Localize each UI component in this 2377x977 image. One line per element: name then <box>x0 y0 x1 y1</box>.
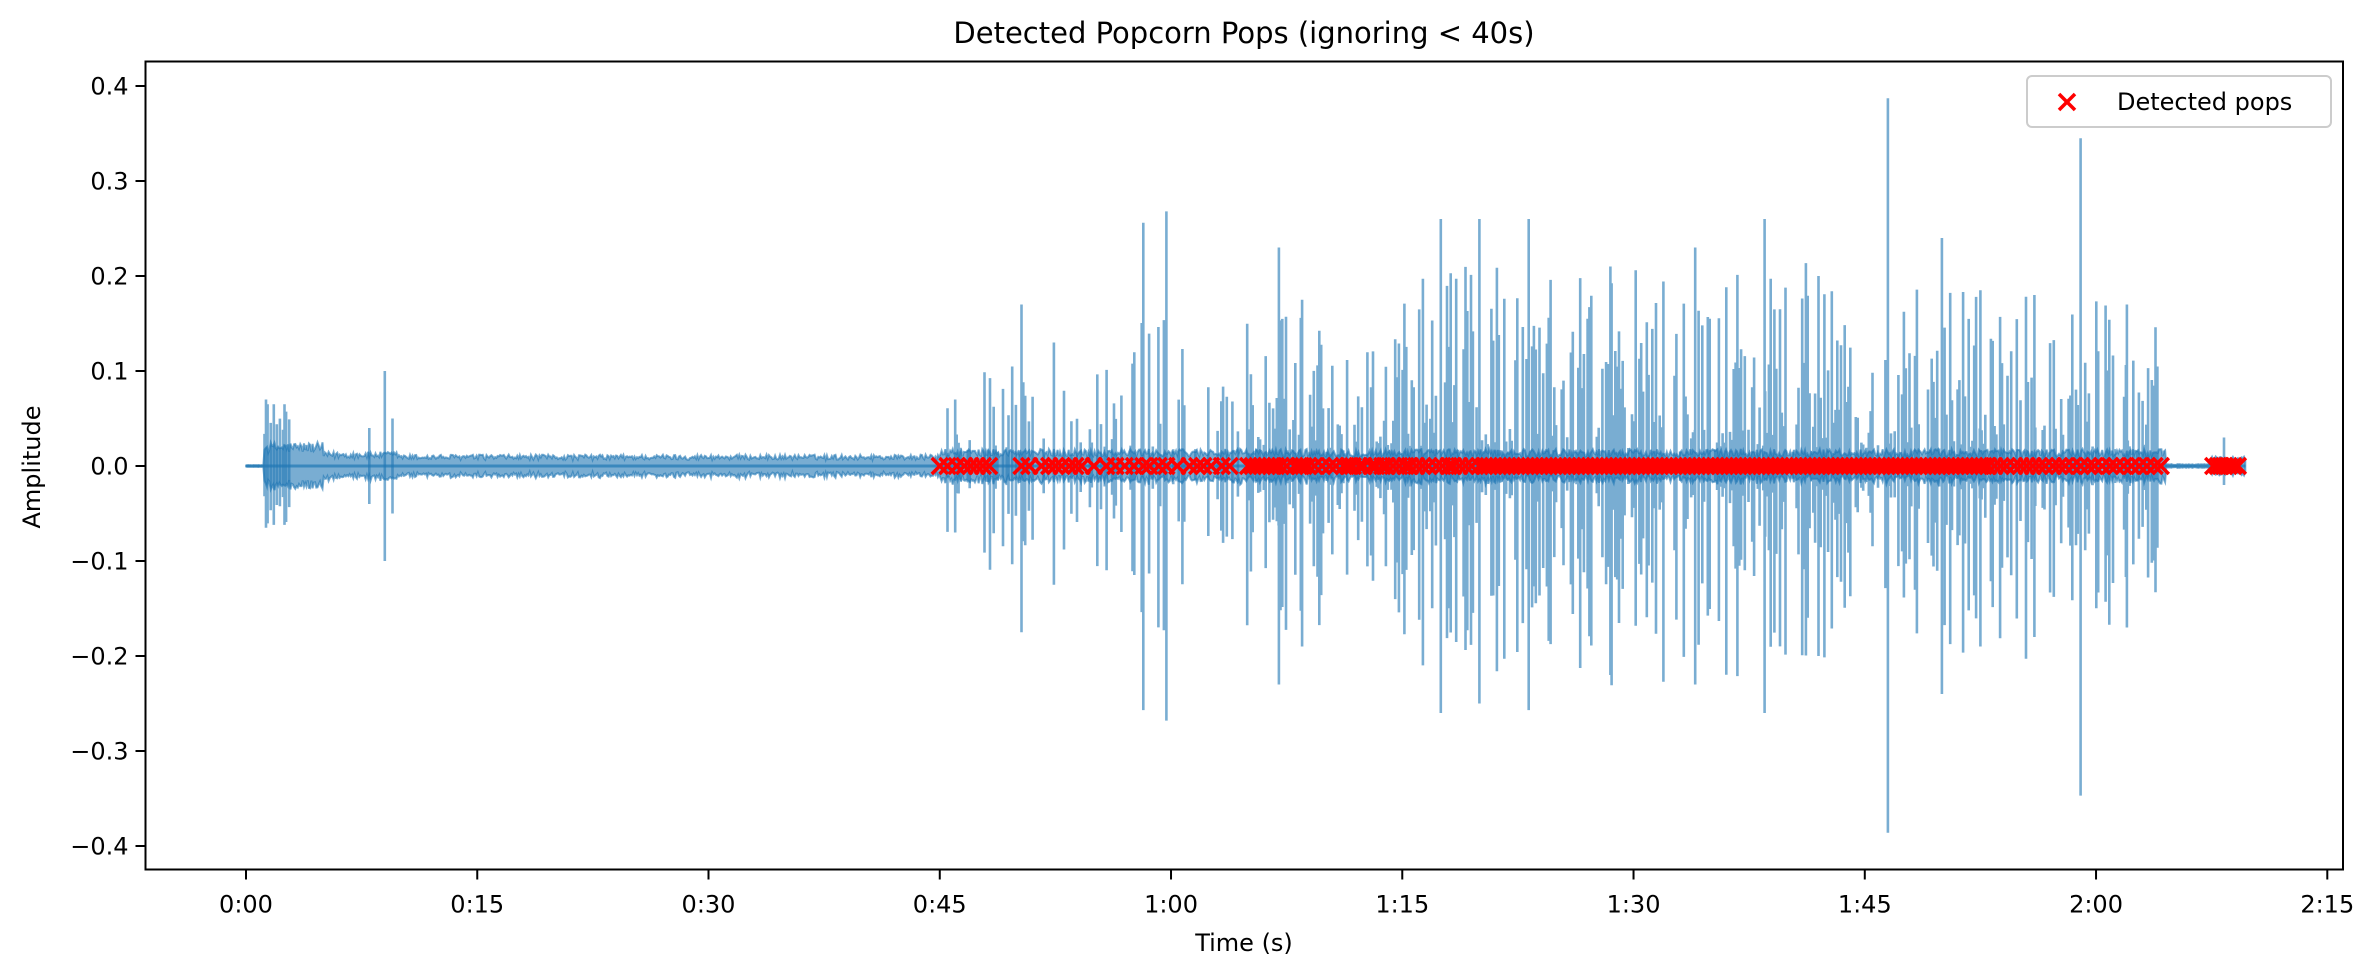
y-tick-label: 0.2 <box>90 263 128 291</box>
pop-marker-x-icon <box>2055 456 2075 476</box>
x-tick-label: 1:00 <box>1144 891 1198 919</box>
y-axis-ticks: 0.4 0.3 0.2 0.1 0.0 −0.1 −0.2 −0.3 −0.4 <box>70 73 146 861</box>
pop-marker-x-icon <box>1419 456 1438 476</box>
legend-box <box>2026 75 2332 128</box>
pop-marker-x-icon <box>1012 456 1031 476</box>
pop-marker-x-icon <box>1298 456 1318 476</box>
chart-title: Detected Popcorn Pops (ignoring < 40s) <box>953 16 1534 50</box>
pop-marker-x-icon <box>2145 456 2164 476</box>
y-tick-label: −0.3 <box>70 738 128 766</box>
pop-marker-x-icon <box>2071 456 2090 476</box>
detected-pops-series <box>930 456 2248 476</box>
pop-marker-x-icon <box>2137 456 2157 476</box>
pop-marker-x-icon <box>2029 456 2049 476</box>
pop-marker-x-icon <box>2151 456 2171 476</box>
pop-marker-x-icon <box>1066 456 1085 476</box>
pop-marker-x-icon <box>2228 456 2248 476</box>
pop-marker-x-icon <box>2106 456 2126 476</box>
pop-marker-x-icon <box>1052 456 1071 476</box>
pop-marker-x-icon <box>1271 456 1290 476</box>
pop-marker-x-icon <box>2129 456 2149 476</box>
y-tick-label: −0.2 <box>70 643 128 671</box>
x-tick-label: 0:00 <box>219 891 273 919</box>
pop-marker-x-icon <box>2122 456 2141 476</box>
x-tick-label: 2:00 <box>2069 891 2123 919</box>
x-axis-ticks: 0:00 0:15 0:30 0:45 1:00 1:15 1:30 1:45 2:00 2:15 <box>219 869 2354 919</box>
y-tick-label: −0.4 <box>70 833 128 861</box>
pop-marker-x-icon <box>1032 456 1051 476</box>
y-axis-label: Amplitude <box>18 406 46 529</box>
pop-marker-x-icon <box>2079 456 2098 476</box>
x-tick-label: 0:15 <box>450 891 504 919</box>
x-tick-label: 1:45 <box>1838 891 1892 919</box>
y-tick-label: 0.0 <box>90 453 128 481</box>
x-tick-label: 1:15 <box>1375 891 1429 919</box>
y-tick-label: 0.1 <box>90 358 128 386</box>
y-tick-label: 0.4 <box>90 73 128 101</box>
pop-marker-x-icon <box>1997 456 2016 476</box>
pop-marker-x-icon <box>1220 456 1239 476</box>
plot-area <box>245 98 2248 833</box>
pop-marker-x-icon <box>1456 456 1475 476</box>
x-tick-label: 1:30 <box>1607 891 1661 919</box>
legend: Detected pops <box>2026 75 2332 128</box>
pop-marker-x-icon <box>2224 456 2243 476</box>
pop-marker-x-icon <box>1194 456 1213 476</box>
x-tick-label: 2:15 <box>2300 891 2354 919</box>
pop-marker-x-icon <box>1180 456 1199 476</box>
x-tick-label: 0:45 <box>913 891 967 919</box>
x-marker-icon <box>2057 92 2077 112</box>
pop-marker-x-icon <box>930 456 950 476</box>
x-axis-label: Time (s) <box>1194 929 1293 957</box>
pop-marker-x-icon <box>1134 456 1153 476</box>
legend-label: Detected pops <box>2117 88 2292 116</box>
pop-marker-x-icon <box>1305 456 1324 476</box>
pop-marker-x-icon <box>2035 456 2055 476</box>
pop-marker-x-icon <box>2100 456 2120 476</box>
pop-marker-x-icon <box>1413 456 1432 476</box>
pop-marker-x-icon <box>2049 456 2069 476</box>
x-tick-label: 0:30 <box>682 891 736 919</box>
pop-marker-x-icon <box>1312 456 1332 476</box>
pop-marker-x-icon <box>1149 456 1168 476</box>
pop-marker-x-icon <box>979 456 999 476</box>
pop-marker-x-icon <box>2085 456 2104 476</box>
pop-marker-x-icon <box>1046 456 1065 476</box>
pop-marker-x-icon <box>973 456 993 476</box>
pop-marker-x-icon <box>1187 456 1207 476</box>
y-tick-label: 0.3 <box>90 168 128 196</box>
y-tick-label: −0.1 <box>70 548 128 576</box>
pop-marker-x-icon <box>947 456 966 476</box>
pop-marker-x-icon <box>1212 456 1232 476</box>
pop-marker-x-icon <box>2114 456 2134 476</box>
pop-marker-x-icon <box>1991 456 2010 476</box>
pop-marker-x-icon <box>2092 456 2112 476</box>
pop-marker-x-icon <box>2063 456 2083 476</box>
pop-marker-x-icon <box>1320 456 1340 476</box>
